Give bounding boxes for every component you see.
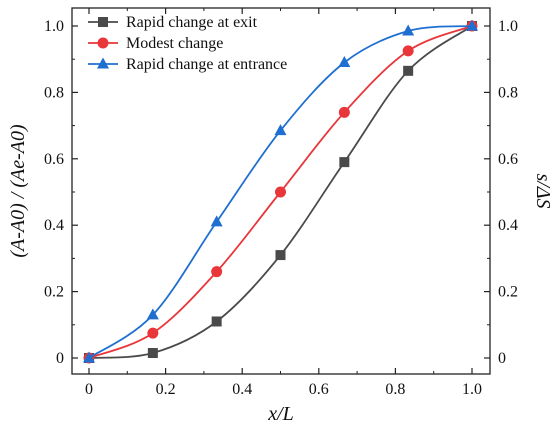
data-point-triangle <box>146 308 159 320</box>
data-point-triangle <box>402 24 415 36</box>
y-tick-label-left: 0 <box>56 350 64 367</box>
x-tick-label: 0.6 <box>309 381 329 398</box>
y-tick-label-left: 0.4 <box>44 217 64 234</box>
legend-marker <box>97 57 109 69</box>
data-point-triangle <box>210 215 223 227</box>
data-point-square <box>403 65 414 76</box>
data-point-circle <box>275 186 286 198</box>
y-tick-label-right: 0.2 <box>498 284 518 301</box>
y-tick-label-right: 1.0 <box>498 18 518 35</box>
data-point-triangle <box>83 351 95 363</box>
data-point-square <box>275 250 286 261</box>
x-axis-label: x/L <box>267 403 294 425</box>
y-tick-label-left: 0.2 <box>44 284 64 301</box>
legend-label: Rapid change at exit <box>126 14 258 31</box>
y-axis-label-left: (A-A0) / (Ae-A0) <box>7 124 29 258</box>
axes: 0 0.2 0.4 0.6 0.8 1.0 0 0 0.2 0.2 0.4 0.4 0.6 0.6 0.8 0… <box>44 7 518 398</box>
legend-item: Rapid change at exit <box>88 14 258 31</box>
y-tick-label-right: 0.6 <box>498 151 518 168</box>
legend-marker <box>98 17 108 27</box>
data-point-triangle <box>466 19 478 31</box>
data-point-circle <box>211 266 223 278</box>
legend-label: Rapid change at entrance <box>126 56 287 73</box>
y-tick-label-left: 1.0 <box>44 18 64 35</box>
data-point-triangle <box>274 124 287 136</box>
y-tick-label-right: 0 <box>498 350 506 367</box>
data-point-square <box>339 157 350 168</box>
legend: Rapid change at exit Modest change Rapid c… <box>88 14 287 73</box>
axis-labels: x/L (A-A0) / (Ae-A0) s/ΔS <box>7 124 550 425</box>
x-tick-label: 1.0 <box>462 381 482 398</box>
x-tick-label: 0.2 <box>156 381 176 398</box>
y-tick-label-left: 0.6 <box>44 151 64 168</box>
series-2 <box>83 19 478 363</box>
y-tick-label-right: 0.4 <box>498 217 518 234</box>
legend-item: Modest change <box>88 35 223 52</box>
data-point-square <box>211 316 222 327</box>
x-tick-label: 0.4 <box>232 381 252 398</box>
y-axis-label-right: s/ΔS <box>532 173 550 208</box>
data-point-circle <box>402 45 414 57</box>
legend-item: Rapid change at entrance <box>88 56 287 73</box>
data-point-square <box>147 348 158 359</box>
data-point-circle <box>147 327 159 339</box>
x-tick-label: 0 <box>85 381 93 398</box>
data-point-triangle <box>338 56 351 68</box>
y-tick-label-left: 0.8 <box>44 84 64 101</box>
x-tick-label: 0.8 <box>385 381 405 398</box>
legend-label: Modest change <box>126 35 223 52</box>
series-group <box>83 19 478 364</box>
legend-marker <box>97 37 109 49</box>
y-tick-label-right: 0.8 <box>498 84 518 101</box>
data-point-circle <box>338 106 350 118</box>
